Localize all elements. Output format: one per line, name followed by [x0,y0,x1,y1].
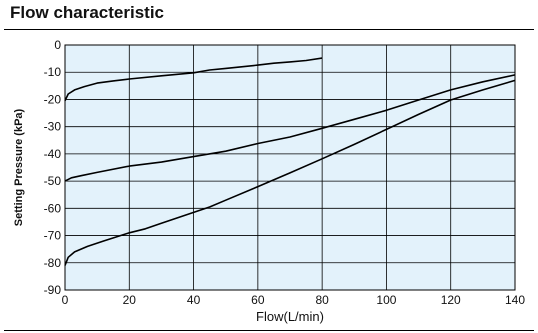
y-tick-label: -70 [44,229,62,243]
x-tick-label: 60 [251,293,265,307]
x-tick-label: 0 [62,293,69,307]
y-axis-label: Setting Pressure (kPa) [13,108,25,226]
plot-area [65,45,515,290]
series-line-3 [64,79,516,266]
title-rule-bottom [4,330,534,331]
x-tick-label: 120 [441,293,461,307]
series-layer [64,57,516,266]
y-tick-label: -20 [44,92,62,106]
title-rule-top [4,29,534,30]
plot-frame [64,44,516,291]
x-axis-label: Flow(L/min) [256,309,324,324]
series-line-2 [64,74,516,182]
y-tick-label: -40 [44,147,62,161]
chart-title: Flow characteristic [10,3,165,22]
y-tick-label: -60 [44,201,62,215]
x-tick-labels: 0 20 40 60 80 100 120 140 [62,293,526,307]
series-line-1 [64,57,323,102]
x-tick-label: 40 [187,293,201,307]
x-tick-label: 20 [123,293,137,307]
x-tick-label: 140 [505,293,525,307]
y-tick-label: -30 [44,120,62,134]
y-tick-label: -80 [44,256,62,270]
y-tick-label: -90 [44,283,62,297]
x-tick-label: 100 [376,293,396,307]
x-tick-label: 80 [315,293,329,307]
y-tick-label: -10 [44,65,62,79]
y-tick-label: 0 [54,38,61,52]
y-tick-labels: 0 -10 -20 -30 -40 -50 -60 -70 -80 -90 [44,38,62,297]
y-tick-label: -50 [44,174,62,188]
